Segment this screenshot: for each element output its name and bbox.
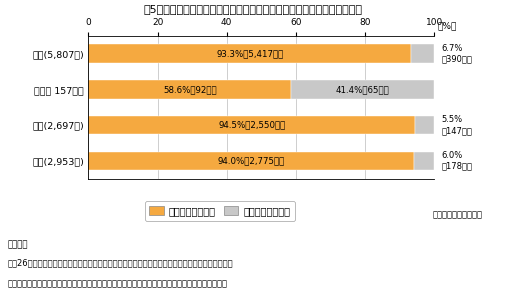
- Bar: [88, 44, 411, 63]
- Text: 図5　配偶者間（内縁を含む）における犯罪の被害者（検挙件数の割合）: 図5 配偶者間（内縁を含む）における犯罪の被害者（検挙件数の割合）: [143, 4, 362, 15]
- Bar: [411, 44, 434, 63]
- Text: 暴行を計上しています。全てが配偶者からの暴力を直接の原因とするものではなく、例えば、殺人: 暴行を計上しています。全てが配偶者からの暴力を直接の原因とするものではなく、例え…: [8, 280, 228, 288]
- Text: 58.6%（92件）: 58.6%（92件）: [163, 85, 217, 94]
- Legend: 女性配偶者の割合, 男性配偶者の割合: 女性配偶者の割合, 男性配偶者の割合: [144, 201, 295, 221]
- Text: 93.3%（5,417件）: 93.3%（5,417件）: [216, 49, 283, 58]
- Text: 94.0%（2,775件）: 94.0%（2,775件）: [217, 156, 285, 165]
- Bar: [414, 152, 434, 170]
- Text: 資料出所：警視庁調べ: 資料出所：警視庁調べ: [432, 210, 482, 219]
- Bar: [291, 80, 434, 99]
- Text: 5.5%
（147件）: 5.5% （147件）: [441, 115, 472, 135]
- Text: （備考）: （備考）: [8, 240, 28, 249]
- Bar: [88, 80, 291, 99]
- Text: 94.5%（2,550件）: 94.5%（2,550件）: [218, 121, 285, 130]
- Text: 41.4%（65件）: 41.4%（65件）: [336, 85, 389, 94]
- Bar: [415, 116, 434, 134]
- Text: 6.0%
（178件）: 6.0% （178件）: [441, 151, 472, 171]
- Text: （%）: （%）: [438, 21, 457, 30]
- Text: 6.7%
（390件）: 6.7% （390件）: [441, 44, 472, 63]
- Bar: [88, 152, 414, 170]
- Text: 平成26年の犯罪統計に基づき、犯行の動機・目的にかかわらず、配偶者間で行われた殺人、傷害、: 平成26年の犯罪統計に基づき、犯行の動機・目的にかかわらず、配偶者間で行われた殺…: [8, 258, 233, 267]
- Bar: [88, 116, 415, 134]
